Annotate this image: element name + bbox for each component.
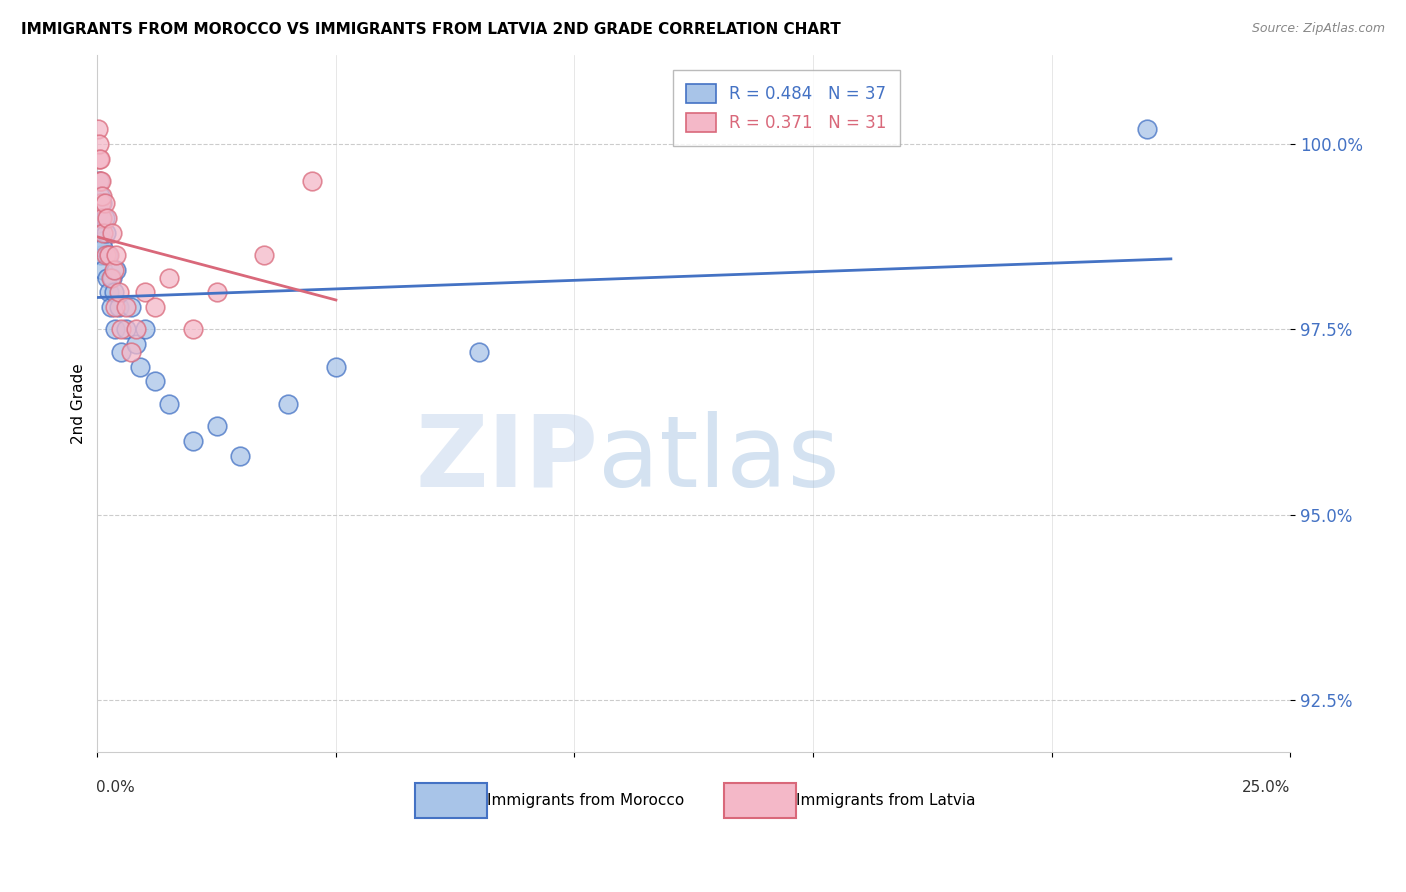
Point [96,211,118,226]
Point [124,322,146,336]
Point [90,174,112,188]
Point [90,211,112,226]
Point [181,322,204,336]
Y-axis label: 2nd Grade: 2nd Grade [72,363,86,444]
Point [120,344,142,359]
Point [98,285,121,300]
Point [110,344,132,359]
Point [89,189,111,203]
Point [129,359,152,374]
Point [301,174,323,188]
Point [108,285,131,300]
Point [325,359,347,374]
Text: 25.0%: 25.0% [1241,780,1291,795]
Point [89,226,111,240]
Point [98,248,121,262]
Point [100,270,122,285]
Point [104,300,127,314]
Point [157,270,180,285]
Point [115,322,138,336]
Point [120,300,142,314]
Point [89,137,111,152]
Point [90,211,112,226]
Point [91,241,114,255]
Point [87,122,110,136]
Point [115,300,138,314]
Text: atlas: atlas [599,411,839,508]
Point [108,300,131,314]
Point [1136,122,1159,136]
Point [90,196,112,211]
Point [103,263,125,277]
Point [253,248,276,262]
Point [91,226,114,240]
Point [93,196,115,211]
Point [181,434,204,448]
Point [100,226,122,240]
Point [205,285,228,300]
Point [91,234,114,248]
Point [96,270,118,285]
Point [205,418,228,433]
Point [143,300,166,314]
Point [90,248,112,262]
Text: 0.0%: 0.0% [96,780,135,795]
Point [134,285,156,300]
Point [100,270,122,285]
Point [110,322,132,336]
Point [229,449,252,463]
Point [89,174,111,188]
Point [94,226,117,240]
Point [468,344,491,359]
Point [157,396,180,410]
Point [87,174,110,188]
Text: Source: ZipAtlas.com: Source: ZipAtlas.com [1251,22,1385,36]
Point [87,152,110,166]
Point [89,203,111,218]
Point [100,300,122,314]
Text: IMMIGRANTS FROM MOROCCO VS IMMIGRANTS FROM LATVIA 2ND GRADE CORRELATION CHART: IMMIGRANTS FROM MOROCCO VS IMMIGRANTS FR… [21,22,841,37]
Point [143,375,166,389]
Point [134,322,156,336]
Point [89,152,111,166]
Point [91,263,114,277]
Point [105,263,128,277]
Point [103,285,125,300]
Point [97,248,120,262]
Point [124,337,146,351]
Point [104,322,127,336]
Legend: R = 0.484   N = 37, R = 0.371   N = 31: R = 0.484 N = 37, R = 0.371 N = 31 [672,70,900,145]
Point [87,196,110,211]
Point [105,248,128,262]
Point [94,248,117,262]
Point [277,396,299,410]
Point [93,211,115,226]
Point [91,189,114,203]
Point [90,196,112,211]
Text: ZIP: ZIP [415,411,599,508]
